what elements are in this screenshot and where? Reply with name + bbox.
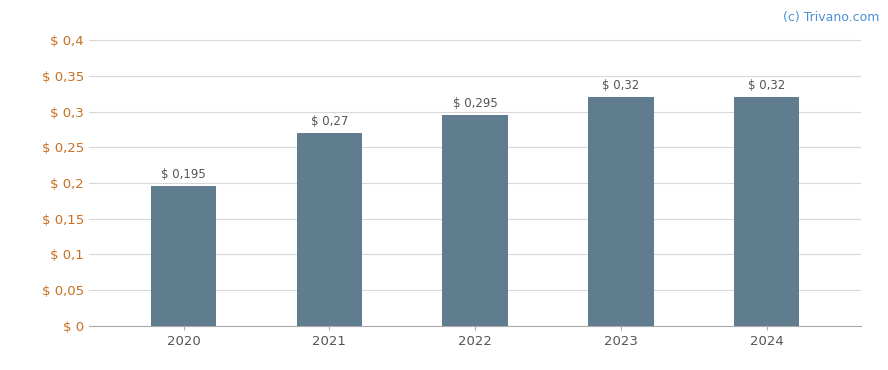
Text: (c) Trivano.com: (c) Trivano.com <box>782 11 879 24</box>
Text: $ 0,295: $ 0,295 <box>453 97 497 110</box>
Text: $ 0,32: $ 0,32 <box>748 79 785 92</box>
Bar <box>442 115 508 326</box>
Bar <box>588 97 654 326</box>
Text: $ 0,32: $ 0,32 <box>602 79 639 92</box>
Text: $ 0,27: $ 0,27 <box>311 115 348 128</box>
Bar <box>733 97 799 326</box>
Text: $ 0,195: $ 0,195 <box>162 168 206 181</box>
Bar <box>297 133 362 326</box>
Bar <box>151 186 217 326</box>
